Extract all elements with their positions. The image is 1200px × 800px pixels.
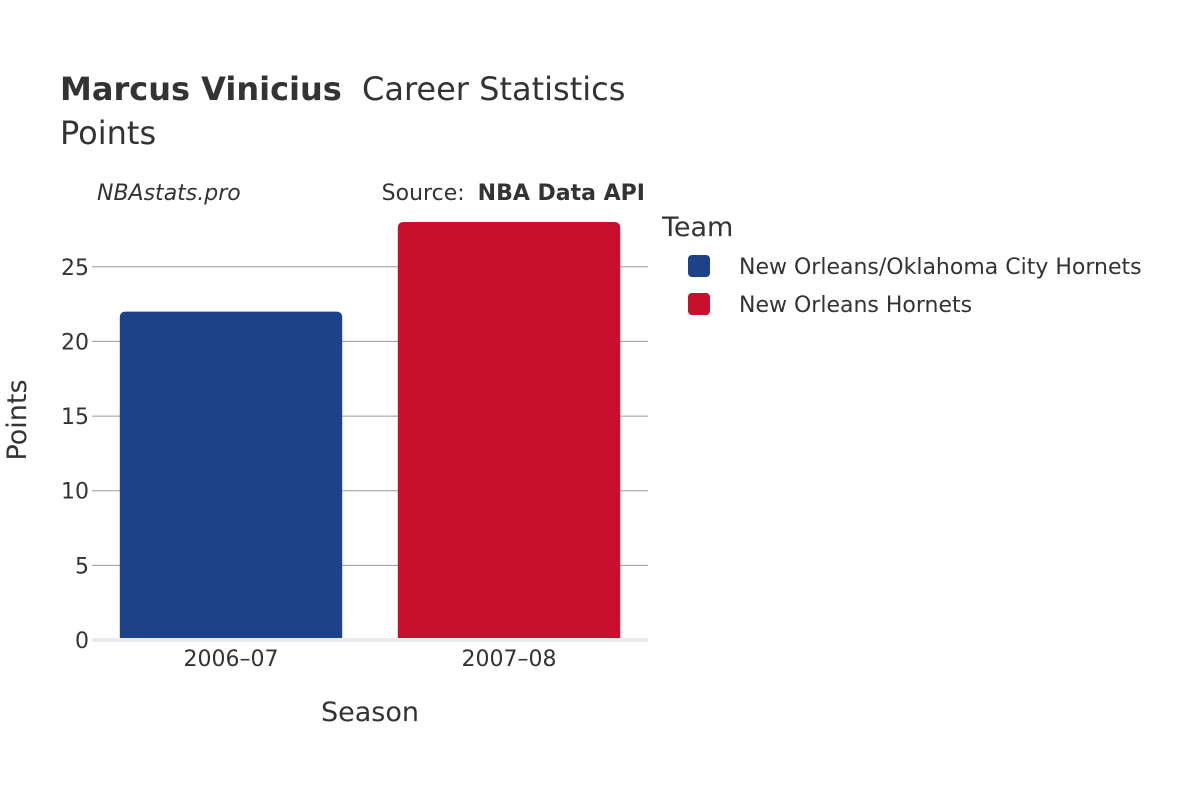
legend-entry: New Orleans Hornets (739, 293, 972, 318)
legend-entry: New Orleans/Oklahoma City Hornets (739, 255, 1142, 280)
legend-title: Team (661, 212, 733, 243)
bar (397, 222, 621, 640)
source-name: NBA Data API (478, 181, 645, 206)
y-tick-label: 10 (61, 480, 89, 505)
source-credit: Source: NBA Data API (382, 181, 645, 206)
x-tick-labels: 2006–07 2007–08 (184, 647, 557, 672)
legend: Team New Orleans/Oklahoma City Hornets Ne… (661, 212, 1142, 318)
legend-swatch (688, 255, 710, 277)
y-tick-label: 25 (61, 256, 89, 281)
x-tick-label: 2007–08 (462, 647, 557, 672)
bars (119, 222, 621, 640)
x-axis-baseline (92, 638, 648, 642)
y-tick-labels: 0 5 10 15 20 25 (61, 256, 89, 654)
y-tick-label: 15 (61, 405, 89, 430)
chart-subtitle: Points (60, 114, 156, 152)
legend-swatch (688, 293, 710, 315)
source-prefix: Source: (382, 181, 465, 206)
y-tick-label: 20 (61, 330, 89, 355)
title-suffix: Career Statistics (362, 70, 625, 108)
y-tick-label: 5 (75, 554, 89, 579)
chart-title: Marcus Vinicius Career Statistics (60, 70, 625, 108)
player-name: Marcus Vinicius (60, 70, 342, 108)
bar (119, 311, 343, 640)
x-axis-title: Season (321, 697, 419, 728)
site-credit: NBAstats.pro (97, 181, 241, 206)
y-axis-title: Points (2, 379, 33, 460)
y-tick-label: 0 (75, 629, 89, 654)
x-tick-label: 2006–07 (184, 647, 279, 672)
